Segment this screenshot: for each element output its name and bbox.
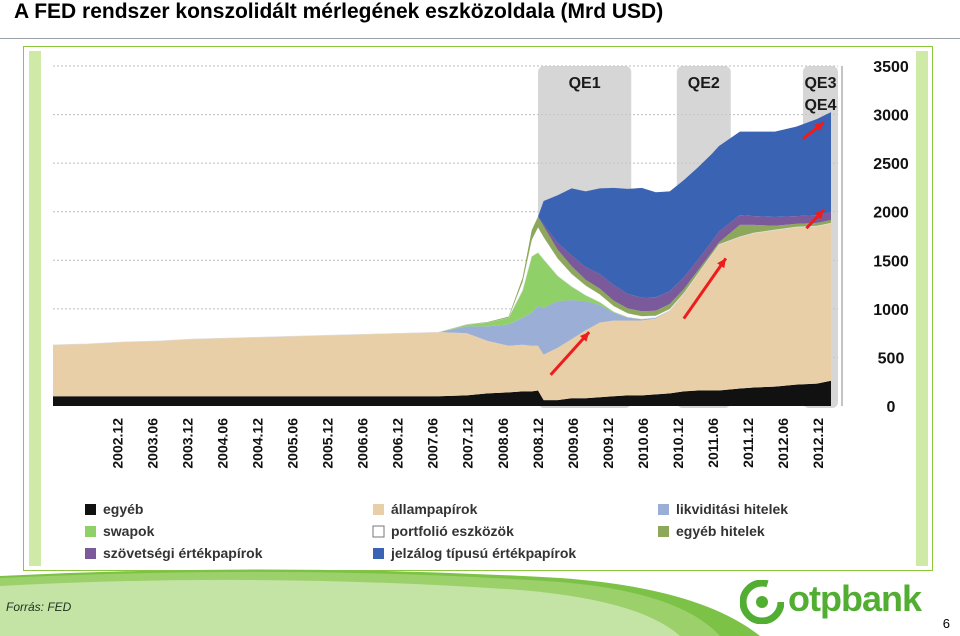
qe-label: QE3: [804, 75, 836, 92]
page-number: 6: [942, 616, 950, 631]
legend-swatch: [85, 548, 96, 559]
trend-arrow: [682, 257, 728, 320]
area-jelzálog-típusú-értékpapírok: [53, 112, 831, 345]
title-divider: [0, 38, 960, 39]
area-állampapírok: [53, 223, 831, 401]
source-note: Forrás: FED: [6, 600, 72, 614]
legend-label: egyéb: [103, 501, 143, 517]
y-tick-label: 3500: [873, 59, 909, 76]
y-tick-label: 1000: [873, 302, 909, 319]
x-tick-label: 2002.12: [109, 418, 125, 469]
x-tick-label: 2008.12: [530, 418, 546, 469]
x-tick-label: 2004.06: [214, 418, 230, 469]
slide-title: A FED rendszer konszolidált mérlegének e…: [14, 0, 664, 23]
legend-label: portfolió eszközök: [391, 523, 514, 539]
y-tick-label: 2500: [873, 156, 909, 173]
area-egyéb: [53, 380, 831, 406]
x-tick-label: 2004.12: [249, 418, 265, 469]
legend-label: szövetségi értékpapírok: [103, 545, 263, 561]
legend-swatch: [658, 526, 669, 537]
x-tick-label: 2006.12: [390, 418, 406, 469]
area-egyéb-hitelek: [53, 216, 831, 345]
x-tick-label: 2008.06: [495, 418, 511, 469]
x-tick-label: 2005.12: [320, 418, 336, 469]
otp-logo-mark-icon: [740, 580, 784, 624]
x-tick-label: 2003.06: [144, 418, 160, 469]
chart-right-strip: [916, 51, 928, 566]
legend-label: jelzálog típusú értékpapírok: [390, 545, 576, 561]
legend-label: swapok: [103, 523, 155, 539]
trend-arrowhead: [579, 332, 590, 342]
fed-balance-sheet-chart: 0 500 1000 1500 2000 2500 3000 3500 QE1 QE2 QE3 QE4…: [23, 46, 933, 571]
trend-arrow: [549, 331, 591, 376]
x-tick-label: 2010.06: [635, 418, 651, 469]
y-tick-label: 2000: [873, 205, 909, 222]
legend-swatch: [373, 548, 384, 559]
chart-left-strip: [29, 51, 41, 566]
trend-arrowhead: [717, 258, 726, 269]
otp-bank-logo: otpbank: [738, 578, 948, 626]
chart-frame: 0 500 1000 1500 2000 2500 3000 3500 QE1 QE2 QE3 QE4…: [23, 46, 933, 571]
trend-arrowhead: [814, 209, 824, 220]
y-tick-label: 1500: [873, 253, 909, 270]
x-tick-label: 2009.12: [600, 418, 616, 469]
legend-swatch: [658, 504, 669, 515]
x-tick-label: 2007.06: [425, 418, 441, 469]
legend-swatch: [85, 526, 96, 537]
legend-swatch: [85, 504, 96, 515]
legend-label: egyéb hitelek: [676, 523, 765, 539]
qe-label: QE1: [569, 75, 601, 92]
footer-swoosh: [0, 569, 760, 636]
x-tick-label: 2012.12: [810, 418, 826, 469]
legend-label: likviditási hitelek: [676, 501, 788, 517]
x-tick-label: 2012.06: [775, 418, 791, 469]
x-tick-label: 2006.06: [355, 418, 371, 469]
y-tick-label: 500: [878, 350, 905, 367]
qe-label: QE2: [688, 75, 720, 92]
x-tick-label: 2005.06: [284, 418, 300, 469]
x-tick-label: 2010.12: [670, 418, 686, 469]
legend-swatch: [372, 525, 385, 538]
qe-label: QE4: [804, 97, 836, 114]
x-tick-label: 2009.06: [565, 418, 581, 469]
x-tick-label: 2011.12: [740, 418, 756, 468]
logo-wordmark: otpbank: [788, 578, 922, 619]
y-tick-label: 3000: [873, 108, 909, 125]
y-tick-label: 0: [887, 399, 896, 416]
x-tick-label: 2003.12: [179, 418, 195, 469]
x-tick-label: 2011.06: [705, 418, 721, 468]
trend-arrowhead: [814, 122, 824, 132]
legend-label: állampapírok: [391, 501, 478, 517]
x-tick-label: 2007.12: [460, 418, 476, 469]
legend-swatch: [373, 504, 384, 515]
